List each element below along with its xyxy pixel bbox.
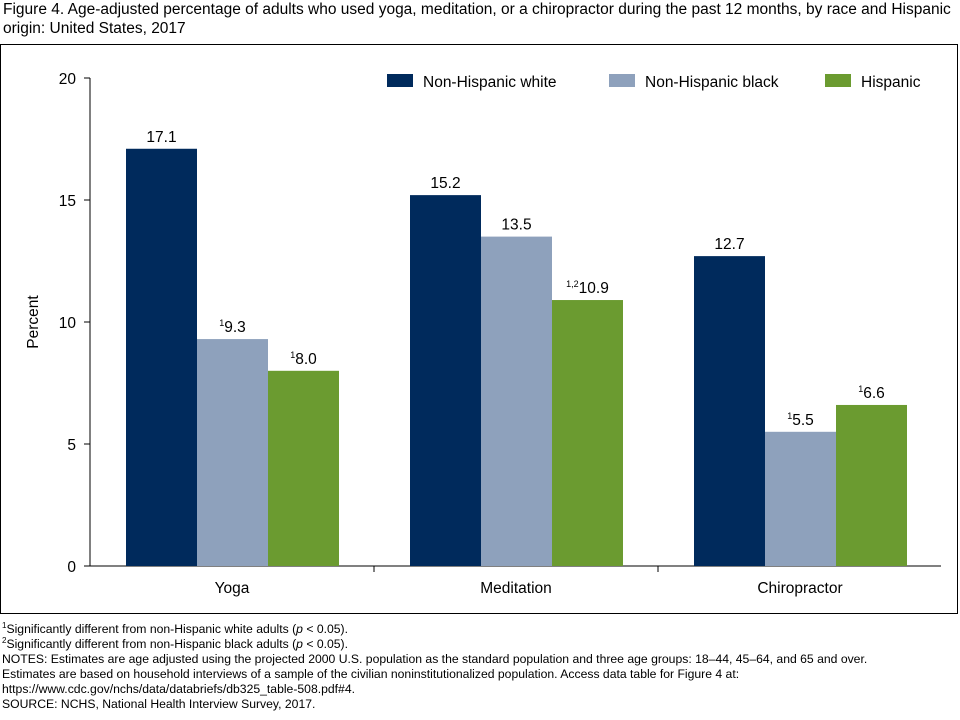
y-tick-label: 10 [59, 315, 77, 332]
data-label: 15.2 [430, 175, 460, 192]
x-category-label: Chiropractor [757, 580, 842, 597]
bar-2-1 [197, 339, 268, 566]
footnote-1-text-a: Significantly different from non-Hispani… [6, 622, 297, 636]
bar-1-3 [694, 256, 765, 566]
footnote-2-text-a: Significantly different from non-Hispani… [6, 637, 297, 651]
data-label: 13.5 [501, 217, 531, 234]
data-label: 12.7 [714, 236, 744, 253]
notes-line-1: NOTES: Estimates are age adjusted using … [2, 652, 868, 666]
legend-swatch [387, 74, 413, 87]
data-table-link[interactable]: https://www.cdc.gov/nchs/data/databriefs… [2, 682, 355, 696]
footnote-2-p: p [296, 637, 303, 651]
bar-2-2 [481, 236, 552, 566]
bar-1-2 [410, 195, 481, 566]
figure-notes: 1Significantly different from non-Hispan… [2, 620, 958, 712]
bar-2-3 [765, 431, 836, 566]
data-label: 18.0 [290, 350, 317, 368]
bar-3-1 [268, 370, 339, 566]
y-tick-label: 0 [67, 559, 76, 576]
legend-label: Hispanic [861, 74, 921, 91]
y-axis-title: Percent [25, 295, 42, 349]
chart-axes: 0 5 10 15 20 Percent Yoga Meditation Chiropracto… [25, 71, 941, 597]
data-label: 16.6 [858, 384, 885, 402]
data-label: 15.5 [787, 411, 814, 429]
y-tick-label: 20 [59, 71, 77, 88]
notes-line-2: Estimates are based on household intervi… [2, 667, 740, 681]
y-tick-label: 15 [59, 193, 76, 210]
legend-swatch [825, 74, 851, 87]
legend-label: Non-Hispanic black [645, 74, 779, 91]
bar-3-2 [552, 300, 623, 566]
chart-legend: Non-Hispanic white Non-Hispanic black Hisp… [387, 74, 921, 91]
x-category-label: Yoga [215, 580, 250, 597]
source-line: SOURCE: NCHS, National Health Interview … [2, 697, 316, 711]
y-tick-label: 5 [67, 437, 76, 454]
bar-chart: 0 5 10 15 20 Percent Yoga Meditation Chiropracto… [25, 71, 941, 597]
bar-3-3 [836, 404, 907, 566]
footnote-2: 2Significantly different from non-Hispan… [2, 635, 958, 652]
footnote-2-marker: 2 [2, 635, 7, 645]
footnote-1-p: p [296, 622, 303, 636]
legend-swatch [609, 74, 635, 87]
bar-1-1 [126, 148, 197, 566]
legend-label: Non-Hispanic white [423, 74, 557, 91]
footnote-2-text-b: < 0.05). [302, 637, 348, 651]
x-category-label: Meditation [480, 580, 552, 597]
footnote-1-text-b: < 0.05). [302, 622, 348, 636]
data-label: 19.3 [219, 318, 246, 336]
data-label: 1,210.9 [566, 279, 609, 297]
footnote-1-marker: 1 [2, 620, 7, 630]
chart-bars: 17.1 19.3 18.0 15.2 13.5 1,210.9 12.7 15.5 16.6 [126, 129, 907, 566]
figure-title: Figure 4. Age-adjusted percentage of adu… [3, 1, 951, 37]
footnote-1: 1Significantly different from non-Hispan… [2, 620, 958, 637]
chart-frame: 0 5 10 15 20 Percent Yoga Meditation Chiropracto… [0, 44, 958, 614]
data-label: 17.1 [146, 129, 176, 146]
